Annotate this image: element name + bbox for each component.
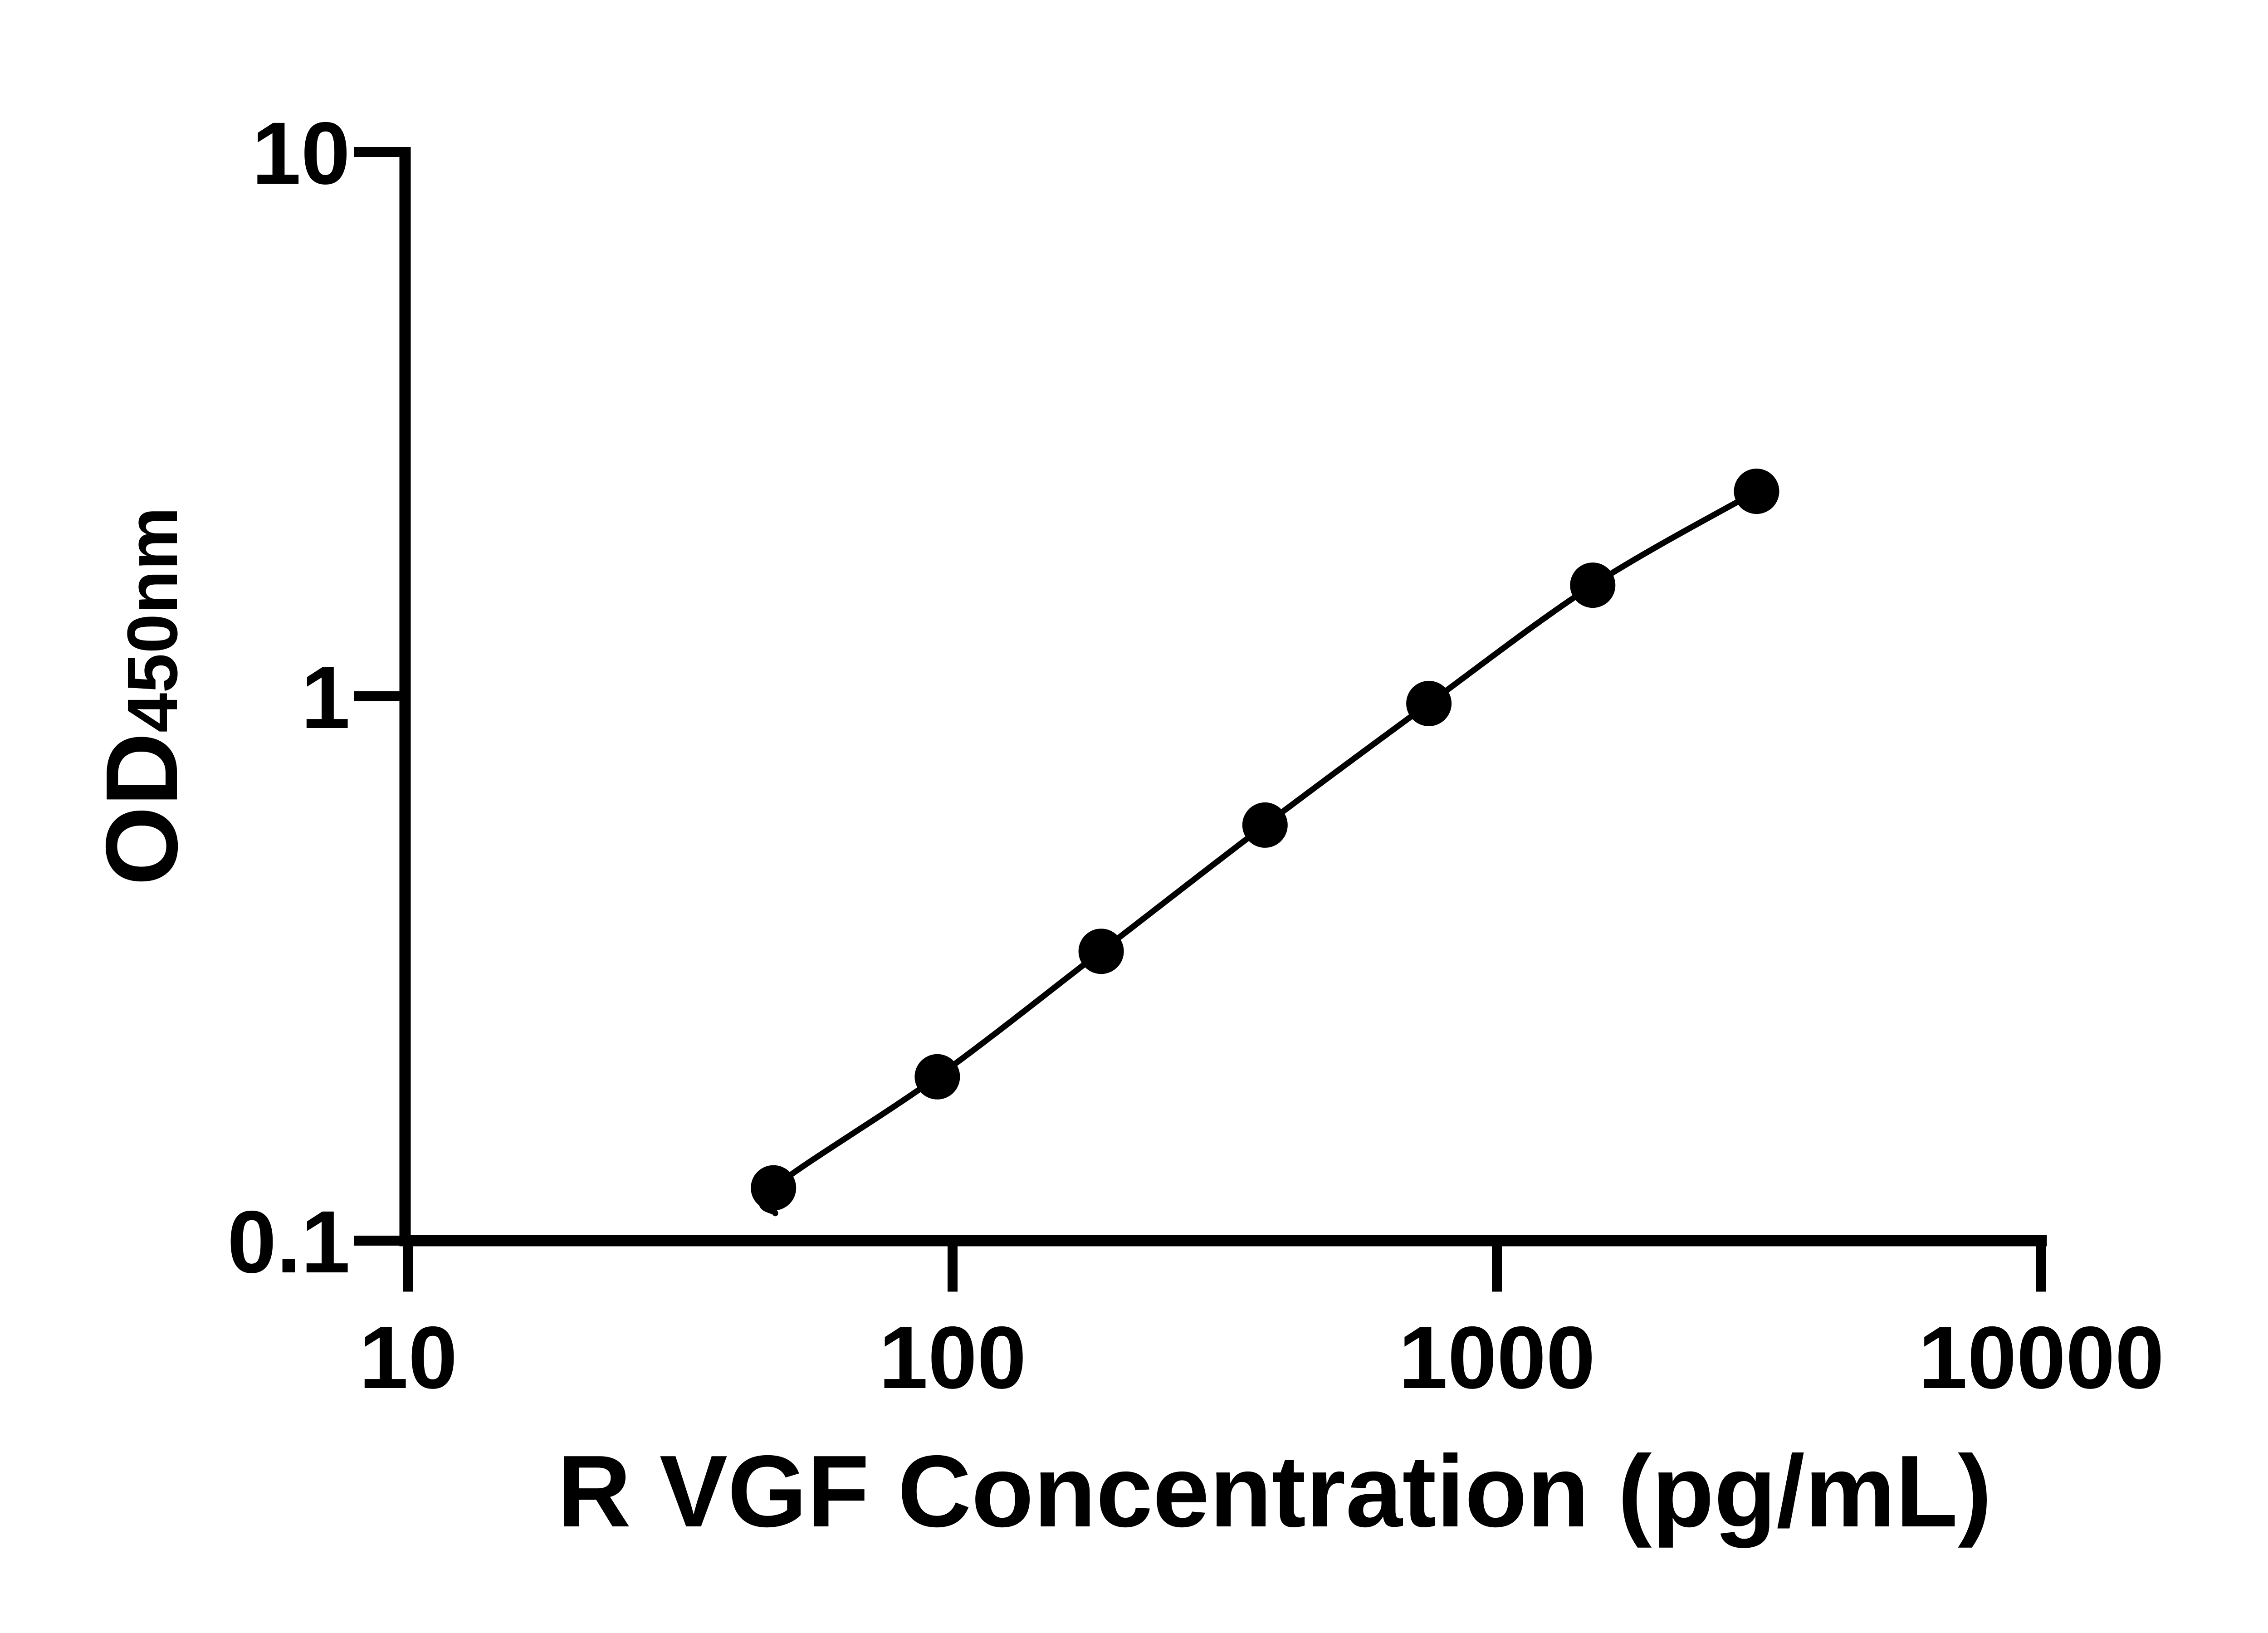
plot-area: 10 100 1000 10000 10 1 0.1 [227,104,2164,1407]
x-tick-label: 100 [879,1308,1026,1407]
data-point [914,1054,960,1100]
y-axis-title-sub: 450nm [113,507,192,733]
y-tick-label: 10 [252,104,350,203]
data-point [1078,929,1124,974]
x-tick-label: 1000 [1398,1308,1595,1407]
x-tick-label: 10 [359,1308,458,1407]
data-point [751,1165,797,1211]
y-tick-label: 1 [301,648,350,747]
data-point [1242,802,1288,848]
y-axis-title: OD450nm [84,507,199,886]
x-axis-title: R VGF Concentration (pg/mL) [557,1434,1992,1548]
data-point [1734,469,1779,514]
y-axis-title-main: OD [84,733,199,886]
data-point [1570,562,1616,608]
y-tick-label: 0.1 [227,1193,350,1291]
data-point [1406,680,1452,726]
x-tick-label: 10000 [1918,1308,2164,1407]
